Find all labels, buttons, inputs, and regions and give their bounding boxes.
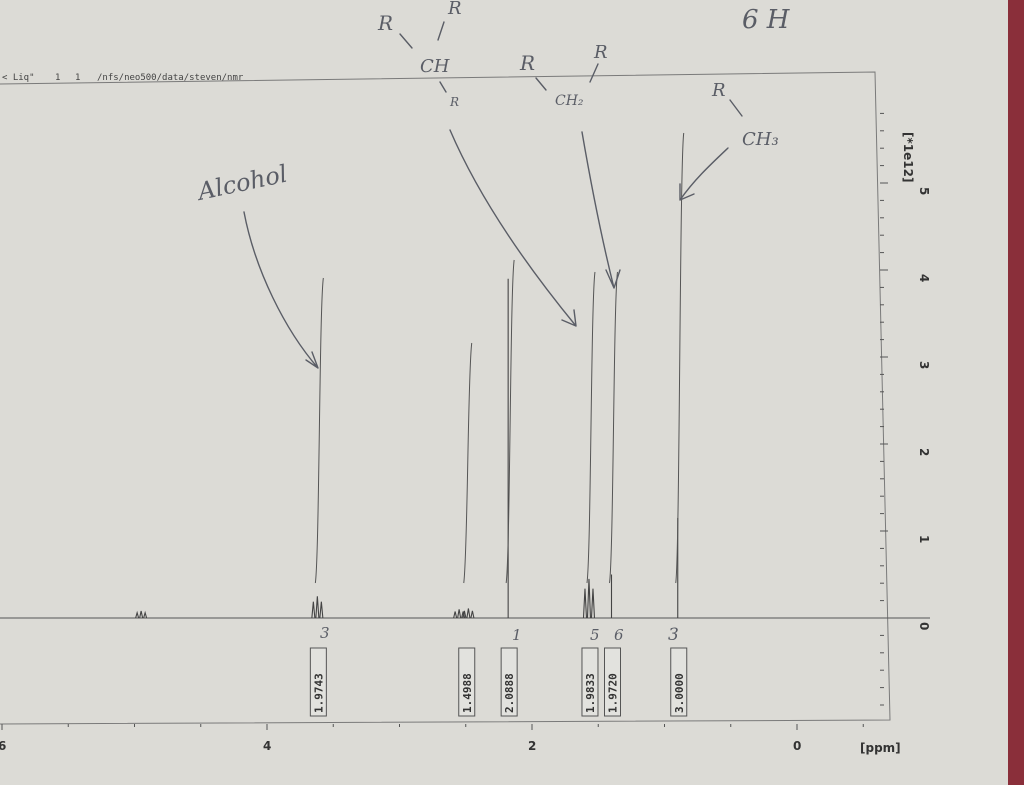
multiplicity-singlet: 1 — [512, 626, 522, 644]
integral-box-3 — [581, 647, 599, 717]
annotation-r-ch2-right: R — [593, 42, 608, 63]
header-expno: 1 — [55, 73, 60, 83]
integral-curve-5 — [675, 132, 685, 584]
integral-label-1: 1.4988 — [461, 673, 474, 713]
integral-box-2 — [500, 647, 518, 717]
y-tick-label-0: 0 — [917, 622, 931, 630]
integral-box-4 — [604, 647, 621, 717]
peak-2 — [453, 609, 466, 619]
bond-ch2 — [535, 63, 599, 91]
integral-curve-1 — [463, 342, 473, 584]
y-tick-label-4: 4 — [917, 274, 931, 282]
y-tick-label-1: 1 — [917, 535, 931, 543]
annotation-r-ch3: R — [711, 80, 726, 101]
integral-label-4: 1.9720 — [607, 673, 620, 713]
annotation-ch3: CH₃ — [742, 129, 779, 150]
y-tick-label-2: 2 — [917, 448, 931, 456]
integral-label-5: 3.0000 — [673, 673, 686, 713]
integral-label-0: 1.9743 — [312, 673, 325, 713]
peak-0 — [135, 610, 148, 619]
arrow-alcohol — [243, 211, 319, 369]
integral-label-3: 1.9833 — [584, 673, 597, 713]
integral-box-5 — [670, 647, 688, 717]
annotation-ch: CH — [420, 56, 450, 77]
annotation-r-ch2-left: R — [519, 51, 535, 75]
header-procno: 1 — [75, 73, 80, 83]
spectrum-group: 1.9743 1.4988 2.0888 1.9833 1.9720 3.0000 6 4 2 0… — [0, 112, 931, 753]
integral-box-1 — [458, 647, 476, 717]
peak-5 — [582, 578, 596, 619]
arrow-ch3 — [679, 147, 729, 201]
arrow-ch — [449, 129, 577, 327]
x-axis-title: [ppm] — [860, 741, 901, 755]
multiplicity-alcohol: 3 — [320, 624, 330, 642]
bond-ch3 — [729, 99, 743, 117]
y-tick-label-3: 3 — [917, 361, 931, 369]
integral-curve-2 — [505, 259, 515, 584]
annotation-ch2: CH₂ — [555, 93, 584, 109]
x-tick-label-3: 0 — [793, 739, 801, 753]
integral-curve-4 — [609, 271, 618, 584]
annotation-r-below-ch: R — [449, 95, 459, 109]
integral-curve-0 — [314, 277, 324, 584]
plot-frame — [0, 71, 891, 725]
arrow-ch2 — [581, 131, 621, 289]
x-tick-label-1: 4 — [263, 739, 271, 753]
header-experiment: < Liq" — [2, 73, 35, 83]
x-tick-label-0: 6 — [0, 739, 6, 753]
annotation-r-top-left: R — [377, 11, 393, 35]
x-tick-label-2: 2 — [528, 739, 536, 753]
annotation-total-h: 6 H — [742, 5, 791, 35]
integral-box-0 — [309, 647, 327, 717]
multiplicity-ch: 5 — [590, 626, 600, 644]
y-axis-title: [*1e12] — [901, 132, 915, 182]
peak-3 — [462, 608, 475, 619]
y-tick-label-5: 5 — [917, 187, 931, 195]
peak-1 — [311, 596, 324, 619]
red-background-edge — [1008, 0, 1024, 785]
bond-ch-lower — [439, 81, 447, 93]
multiplicity-ch2: 6 — [614, 626, 624, 644]
integral-label-2: 2.0888 — [503, 673, 516, 713]
annotation-r-top-right: R — [447, 0, 462, 19]
multiplicity-ch3: 3 — [668, 625, 679, 645]
integral-curve-3 — [586, 271, 596, 584]
header-path: /nfs/neo500/data/steven/nmr — [97, 73, 244, 83]
bond-ch-upper — [399, 21, 445, 49]
